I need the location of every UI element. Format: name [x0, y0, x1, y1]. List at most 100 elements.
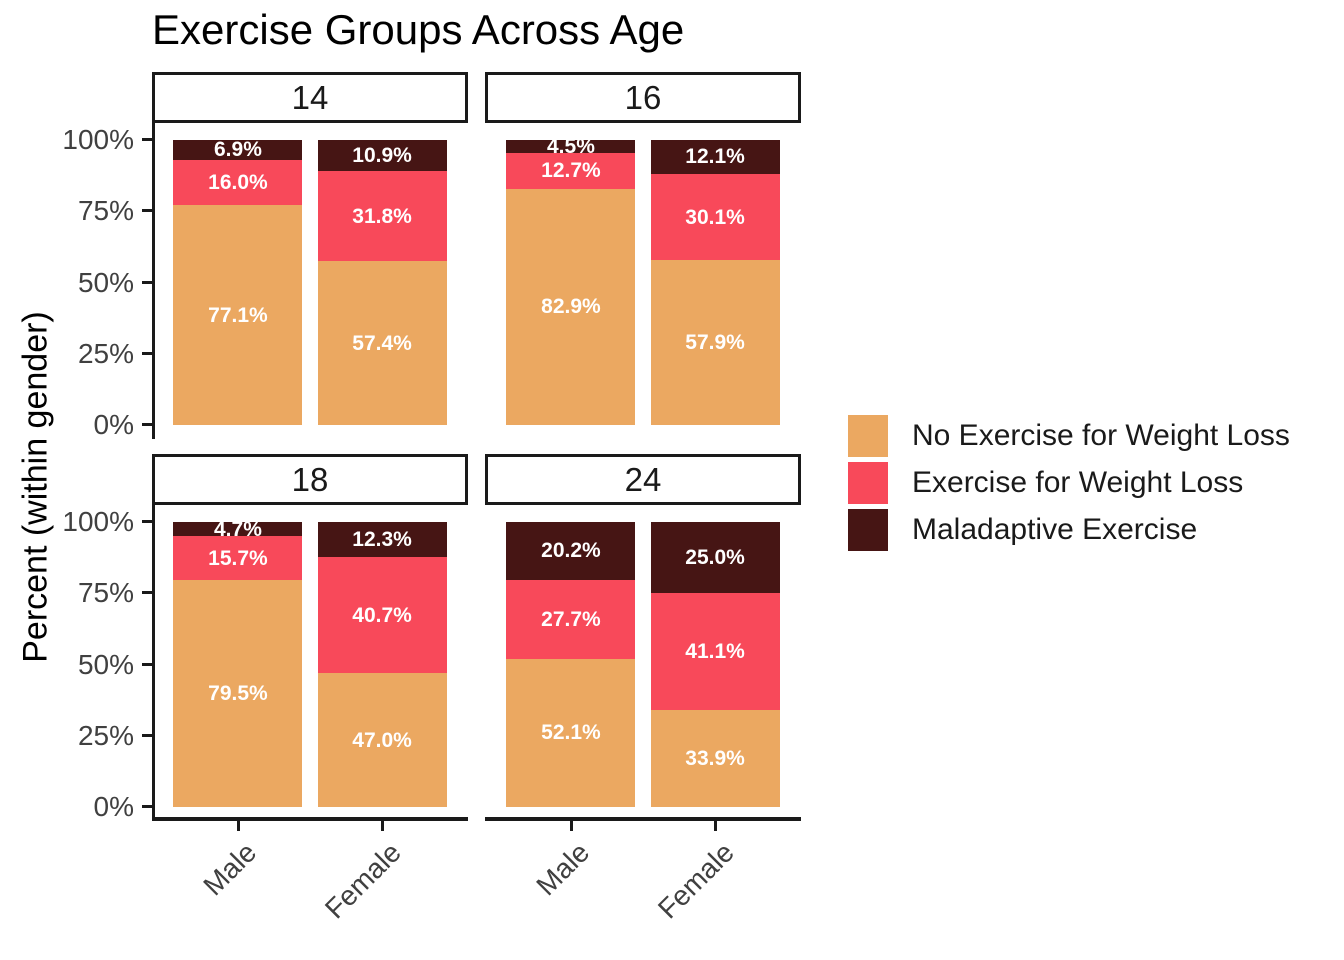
- y-axis-tick-label: 75%: [77, 577, 134, 609]
- facet-strip-label: 14: [291, 78, 329, 116]
- bar-segment-label: 6.9%: [214, 138, 262, 162]
- bar-segment: 31.8%: [317, 170, 447, 262]
- x-axis-tick: [381, 821, 384, 831]
- bar-segment: 10.9%: [317, 139, 447, 171]
- bar-segment: 12.7%: [506, 152, 636, 189]
- bar-segment: 82.9%: [506, 188, 636, 425]
- x-axis-tick: [714, 821, 717, 831]
- bar-segment: 41.1%: [650, 593, 780, 711]
- bar-segment: 12.1%: [650, 139, 780, 175]
- bar-segment-label: 52.1%: [541, 721, 601, 745]
- bar-segment: 57.4%: [317, 261, 447, 425]
- facet-strip: 14: [152, 72, 468, 123]
- y-axis-tick-label: 50%: [77, 648, 134, 680]
- y-axis-tick: [142, 423, 152, 426]
- y-axis-tick: [142, 520, 152, 523]
- y-axis-tick: [142, 805, 152, 808]
- bar-segment: 6.9%: [173, 138, 303, 162]
- bar-segment-label: 57.9%: [685, 331, 745, 354]
- stacked-bar-female: 10.9% 31.8% 57.4%: [317, 139, 447, 425]
- bar-segment: 79.5%: [173, 580, 303, 807]
- legend-label: No Exercise for Weight Loss: [912, 419, 1290, 452]
- bar-segment-label: 31.8%: [352, 204, 412, 228]
- bar-segment: 15.7%: [173, 535, 303, 581]
- facet-strip: 24: [485, 454, 801, 505]
- bar-segment: 4.7%: [173, 519, 303, 540]
- x-axis-tick-label: Female: [318, 836, 407, 925]
- y-axis-tick-label: 0%: [93, 791, 134, 822]
- x-axis-tick: [570, 821, 573, 831]
- facet-panel: 20.2% 27.7% 52.1% 25.0% 41.1% 33.9%: [485, 505, 801, 821]
- bar-segment-label: 82.9%: [541, 295, 601, 319]
- bar-segment-label: 79.5%: [208, 682, 268, 706]
- bar-segment: 52.1%: [506, 658, 636, 807]
- facet-strip-label: 18: [291, 460, 329, 498]
- bar-segment-label: 30.1%: [685, 205, 745, 229]
- legend-item-maladaptive: Maladaptive Exercise: [848, 509, 1290, 551]
- bar-segment-label: 47.0%: [352, 728, 412, 752]
- x-axis-tick-label: Male: [530, 836, 596, 902]
- y-axis-line: [152, 123, 155, 439]
- facet: 18 4.7% 15.7% 79.5% 12.3% 40.7% 47.0%: [152, 454, 468, 821]
- bar-segment-label: 77.1%: [208, 303, 268, 327]
- facet: 14 6.9% 16.0% 77.1% 10.9% 31.8% 57.4%: [152, 72, 468, 439]
- bar-segment-label: 16.0%: [208, 170, 268, 194]
- bar-segment: 40.7%: [317, 557, 447, 674]
- y-axis-tick-label: 25%: [77, 719, 134, 751]
- bar-segment: 25.0%: [650, 522, 780, 594]
- bar-segment-label: 27.7%: [541, 607, 601, 631]
- bar-segment: 20.2%: [506, 522, 636, 580]
- facet-strip-label: 16: [624, 78, 662, 116]
- legend-key-maladaptive: [848, 509, 888, 551]
- facet-strip-label: 24: [624, 460, 662, 498]
- bar-segment-label: 10.9%: [352, 143, 412, 167]
- stacked-bar-female: 12.3% 40.7% 47.0%: [317, 522, 447, 807]
- bar-segment: 33.9%: [650, 710, 780, 807]
- y-axis-tick: [142, 662, 152, 666]
- legend-key-exercise: [848, 462, 888, 504]
- y-axis-tick-label: 25%: [77, 337, 134, 369]
- stacked-bar-male: 4.7% 15.7% 79.5%: [173, 519, 303, 807]
- facet-strip: 18: [152, 454, 468, 505]
- stacked-bar-male: 6.9% 16.0% 77.1%: [173, 138, 303, 425]
- bar-segment-label: 12.1%: [685, 145, 745, 169]
- bar-segment-label: 57.4%: [352, 331, 412, 355]
- y-axis-tick-label: 0%: [93, 409, 134, 440]
- stacked-bar-male: 20.2% 27.7% 52.1%: [506, 522, 636, 807]
- y-axis-tick: [142, 138, 152, 141]
- legend-label: Maladaptive Exercise: [912, 513, 1198, 546]
- bar-segment-label: 25.0%: [685, 546, 745, 570]
- x-axis-tick-label: Female: [651, 836, 740, 925]
- facet-panel: 6.9% 16.0% 77.1% 10.9% 31.8% 57.4%: [152, 123, 468, 439]
- bar-segment: 30.1%: [650, 174, 780, 260]
- chart-title: Exercise Groups Across Age: [152, 6, 685, 53]
- legend: No Exercise for Weight Loss Exercise for…: [848, 415, 1290, 551]
- stacked-bar-female: 12.1% 30.1% 57.9%: [650, 139, 780, 425]
- facet: 16 4.5% 12.7% 82.9% 12.1% 30.1% 57.9%: [485, 72, 801, 439]
- legend-key-no-exercise: [848, 415, 888, 457]
- x-axis-tick: [237, 821, 240, 831]
- y-axis-tick: [142, 733, 152, 737]
- bar-segment-label: 33.9%: [685, 747, 745, 771]
- bar-segment: 77.1%: [173, 205, 303, 425]
- y-axis-tick-label: 50%: [77, 266, 134, 298]
- y-axis-tick: [142, 280, 152, 284]
- y-axis-tick: [142, 591, 152, 595]
- bar-segment: 57.9%: [650, 260, 780, 425]
- y-axis-tick-label: 100%: [62, 506, 134, 537]
- y-axis-tick: [142, 351, 152, 355]
- stacked-bar-male: 4.5% 12.7% 82.9%: [506, 136, 636, 425]
- facet: 24 20.2% 27.7% 52.1% 25.0% 41.1% 33.9%: [485, 454, 801, 821]
- y-axis-tick: [142, 209, 152, 213]
- bar-segment-label: 4.7%: [214, 517, 262, 541]
- facet-panel: 4.7% 15.7% 79.5% 12.3% 40.7% 47.0%: [152, 505, 468, 821]
- facet-strip: 16: [485, 72, 801, 123]
- bar-segment-label: 20.2%: [541, 539, 601, 563]
- bar-segment-label: 12.3%: [352, 528, 412, 552]
- bar-segment: 47.0%: [317, 673, 447, 807]
- bar-segment-label: 4.5%: [547, 134, 595, 158]
- bar-segment: 12.3%: [317, 522, 447, 558]
- x-axis-line: [152, 817, 468, 821]
- x-axis-line: [485, 817, 801, 821]
